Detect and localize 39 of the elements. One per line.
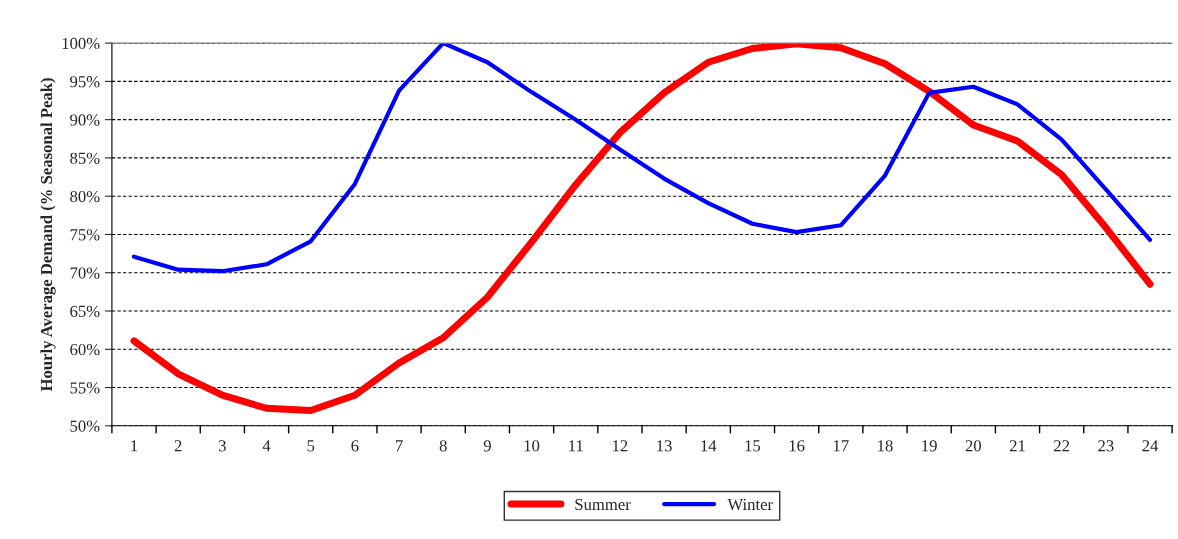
x-tick-label: 20 — [965, 440, 982, 452]
x-tick-label: 2 — [174, 440, 182, 452]
x-tick-label: 4 — [262, 440, 271, 452]
y-tick-label: 60% — [70, 343, 100, 356]
x-tick-label: 13 — [657, 440, 672, 452]
x-tick-label: 22 — [1054, 440, 1070, 452]
y-tick-label: 75% — [70, 229, 100, 241]
x-tick-label: 12 — [613, 440, 628, 452]
y-tick-label: 70% — [70, 267, 100, 279]
y-tick-label: 90% — [70, 114, 100, 126]
x-tick-label: 11 — [569, 440, 583, 452]
y-tick-label: 95% — [70, 76, 100, 88]
x-tick-label: 1 — [131, 440, 138, 452]
y-tick-label: 65% — [70, 305, 100, 317]
x-tick-label: 5 — [307, 440, 315, 452]
x-tick-label: 9 — [483, 440, 491, 452]
y-tick-label: 100% — [62, 37, 100, 50]
y-tick-label: 85% — [70, 152, 100, 164]
line-series — [131, 43, 1153, 274]
x-tick-label: 15 — [745, 440, 761, 452]
x-tick-label: 16 — [789, 440, 805, 452]
x-tick-label: 23 — [1098, 440, 1114, 452]
legend-label: Summer — [575, 498, 631, 511]
x-tick-label: 18 — [878, 440, 893, 452]
y-tick-label: 80% — [70, 190, 100, 203]
x-tick-label: 7 — [395, 440, 403, 452]
x-tick-label: 21 — [1009, 440, 1025, 452]
y-tick-label: 50% — [70, 420, 100, 432]
x-tick-label: 8 — [439, 440, 447, 452]
x-tick-label: 19 — [922, 440, 937, 452]
x-tick-label: 14 — [701, 440, 717, 452]
x-tick-label: 6 — [351, 440, 359, 452]
x-tick-label: 10 — [524, 440, 540, 452]
x-tick-label: 24 — [1142, 440, 1159, 452]
x-tick-label: 17 — [833, 440, 849, 452]
y-tick-label: 55% — [70, 382, 100, 394]
x-tick-label: 3 — [218, 440, 226, 452]
legend-label: Winter — [727, 498, 773, 511]
y-axis-title: Hourly Average Demand (% Seasonal Peak) — [40, 78, 56, 392]
